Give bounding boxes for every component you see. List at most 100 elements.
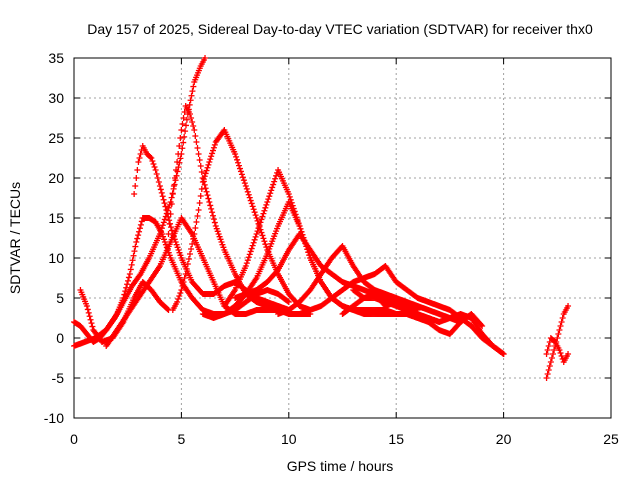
data-point <box>558 319 565 325</box>
data-point <box>202 55 209 61</box>
data-point <box>216 233 223 240</box>
data-point <box>235 159 242 166</box>
data-point <box>271 178 278 185</box>
data-point <box>252 233 259 240</box>
data-point <box>247 248 254 255</box>
data-point <box>257 219 264 226</box>
data-point <box>137 151 144 157</box>
data-point <box>213 225 220 232</box>
grid-lines <box>74 58 611 418</box>
data-point <box>296 223 303 229</box>
x-axis-ticks: 0 5 10 15 20 25 <box>70 58 619 447</box>
data-point <box>188 246 195 252</box>
data-point <box>248 245 255 252</box>
data-point <box>135 159 142 165</box>
data-point <box>243 185 250 192</box>
data-point <box>557 350 564 356</box>
data-point <box>285 191 292 197</box>
data-point <box>210 212 217 219</box>
data-point <box>241 180 248 187</box>
data-point <box>136 228 143 235</box>
data-point <box>186 101 193 108</box>
data-point <box>247 197 254 204</box>
data-point <box>202 185 209 192</box>
data-point <box>205 161 212 168</box>
data-point <box>499 350 506 357</box>
data-point <box>194 145 201 151</box>
data-point <box>260 210 267 217</box>
data-point <box>160 219 167 226</box>
data-point <box>176 249 183 256</box>
data-point <box>559 315 566 321</box>
data-point <box>197 163 204 169</box>
data-point <box>127 266 134 273</box>
y-tick-label: 20 <box>48 170 64 186</box>
data-point <box>565 351 572 357</box>
data-point <box>191 127 198 133</box>
data-point <box>206 159 213 165</box>
data-point <box>262 241 269 248</box>
data-point <box>269 184 276 191</box>
data-point <box>201 173 208 180</box>
y-tick-label: 5 <box>56 290 64 306</box>
data-point <box>558 353 565 359</box>
data-point <box>169 191 176 197</box>
data-point <box>284 298 291 305</box>
data-point <box>232 151 239 157</box>
data-point <box>162 203 169 210</box>
plot-frame <box>73 57 612 419</box>
data-point <box>246 194 253 201</box>
data-point <box>170 183 177 189</box>
data-point <box>172 239 179 245</box>
data-point <box>184 261 191 267</box>
data-point <box>178 287 185 293</box>
data-point <box>190 83 197 90</box>
y-tick-label: 30 <box>48 90 64 106</box>
data-point <box>295 220 302 227</box>
data-point <box>193 139 200 145</box>
data-point <box>157 186 164 193</box>
data-point <box>131 191 138 197</box>
data-point <box>135 232 142 239</box>
x-tick-label: 0 <box>70 431 78 447</box>
data-point <box>544 347 551 353</box>
data-point <box>194 213 201 219</box>
data-point <box>136 272 143 279</box>
data-point <box>236 165 243 172</box>
data-point <box>84 306 91 313</box>
data-point <box>219 241 226 248</box>
data-point <box>292 211 299 218</box>
data-point <box>258 229 265 236</box>
data-point <box>148 155 155 161</box>
data-point <box>210 144 217 151</box>
data-point <box>253 215 260 221</box>
data-point <box>545 343 552 349</box>
data-point <box>500 351 507 357</box>
data-point <box>557 323 564 329</box>
data-point <box>130 252 137 259</box>
data-point <box>137 221 144 228</box>
data-point <box>150 161 157 167</box>
data-point <box>288 199 295 206</box>
data-point <box>255 225 262 232</box>
data-point <box>202 170 209 177</box>
data-point <box>544 371 551 377</box>
data-point <box>209 150 216 157</box>
data-point <box>158 225 165 232</box>
data-point <box>180 139 187 146</box>
data-point <box>156 231 163 237</box>
data-point <box>273 172 280 179</box>
data-point <box>161 239 168 245</box>
series-track-9 <box>221 167 400 317</box>
data-point <box>180 115 187 121</box>
data-point <box>87 316 94 323</box>
data-point <box>272 175 279 182</box>
data-point <box>294 217 301 224</box>
data-point <box>158 189 165 196</box>
data-point <box>205 195 212 202</box>
data-point <box>551 347 558 353</box>
data-point <box>168 201 175 207</box>
data-point <box>188 92 195 99</box>
data-point <box>244 257 251 264</box>
data-point <box>208 205 215 212</box>
